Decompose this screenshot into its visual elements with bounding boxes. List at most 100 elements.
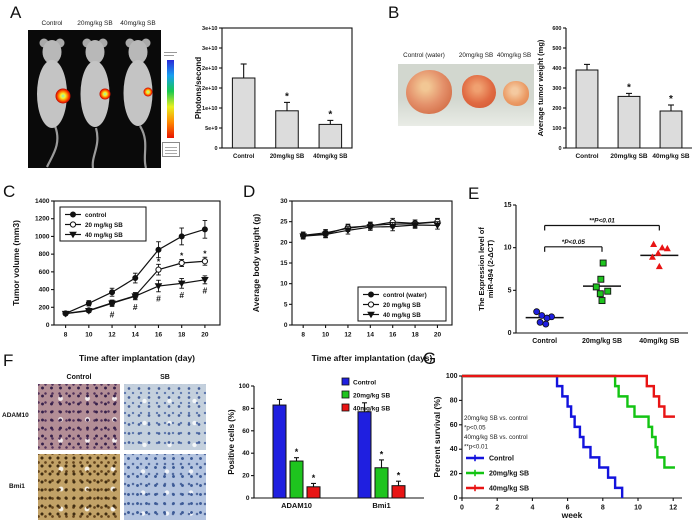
svg-text:60: 60 [450,422,458,429]
svg-text:40mg/kg SB: 40mg/kg SB [313,154,348,160]
ihc-column-header: Control [66,374,92,381]
tumor-volume-line-chart: 0 200 400 600 800 1000 1200 1400 8 10 12 14 16 18 20 Ti… [10,193,238,370]
svg-text:40mg/kg SB: 40mg/kg SB [652,153,690,160]
svg-text:100: 100 [239,383,250,390]
svg-text:Control: Control [233,154,255,160]
svg-text:2: 2 [495,505,499,512]
mouse-20mg [80,38,111,169]
svg-text:Bmi1: Bmi1 [372,501,390,510]
svg-text:600: 600 [39,269,50,276]
svg-text:200: 200 [39,304,50,311]
svg-text:60: 60 [242,428,250,435]
svg-text:8: 8 [301,332,305,339]
svg-text:500: 500 [552,46,561,52]
svg-text:0: 0 [46,322,50,329]
svg-text:#: # [133,302,138,312]
svg-text:40 mg/kg SB: 40 mg/kg SB [383,312,421,319]
svg-text:20mg/kg SB: 20mg/kg SB [582,338,622,345]
svg-text:The Expression level of: The Expression level of [477,227,486,311]
specimen-label: 20mg/kg SB [458,52,494,59]
svg-text:0: 0 [558,146,561,152]
colorbar-caption [164,52,177,53]
svg-text:40: 40 [450,446,458,453]
svg-text:20: 20 [280,239,288,246]
svg-text:20mg/kg SB: 20mg/kg SB [489,471,529,478]
svg-text:Control: Control [532,338,557,345]
svg-text:control (water): control (water) [383,292,427,299]
svg-text:1e+10: 1e+10 [202,106,217,112]
ihc-column-header: SB [160,374,170,381]
panel-label-g: G [423,349,437,368]
svg-text:8: 8 [601,505,605,512]
panel-label-c: C [3,182,16,201]
survival-step-chart: 0 20 40 60 80 100 0 2 4 6 8 10 12 week Percent surviva… [432,362,698,525]
mouse-group-label: Control [41,20,63,27]
svg-text:Control: Control [489,456,514,463]
svg-text:1200: 1200 [35,216,50,223]
ihc-adam10-sb [124,384,206,450]
svg-text:0: 0 [460,505,464,512]
svg-text:#: # [179,290,184,300]
svg-text:miR-494 (2-ΔCT): miR-494 (2-ΔCT) [486,239,495,298]
svg-text:20mg/kg SB vs. control: 20mg/kg SB vs. control [464,415,528,422]
luminescence-colorbar [167,60,174,138]
svg-text:Control: Control [575,153,598,160]
ihc-row-label: Bmi1 [9,483,25,490]
svg-text:1000: 1000 [35,233,50,240]
panel-label-d: D [243,182,256,201]
svg-text:20mg/kg SB: 20mg/kg SB [353,393,391,400]
svg-text:12: 12 [344,332,352,339]
svg-text:*: * [180,250,184,260]
svg-text:40mg/kg SB: 40mg/kg SB [489,486,529,493]
svg-text:*: * [669,94,673,105]
svg-text:10: 10 [280,281,288,288]
photons-bar-chart: 0 5e+9 1e+10 2e+10 2e+10 3e+10 3e+10 Control 20m… [194,20,358,179]
mouse-40mg [123,38,153,169]
tumor-20mg [462,75,496,108]
svg-text:5: 5 [284,301,288,308]
svg-text:#: # [203,285,208,295]
svg-text:3e+10: 3e+10 [202,26,217,32]
tumor-40mg [503,81,529,106]
svg-text:10: 10 [322,332,330,339]
svg-text:0: 0 [214,146,217,152]
svg-text:Average tumor weight (mg): Average tumor weight (mg) [536,39,545,136]
svg-text:Control: Control [353,380,376,387]
mouse-bioluminescence-image [28,30,161,169]
svg-text:16: 16 [155,332,163,339]
svg-text:5: 5 [508,287,512,294]
svg-text:20 mg/kg SB: 20 mg/kg SB [383,302,421,309]
svg-text:Tumor volume (mm3): Tumor volume (mm3) [11,220,21,306]
colorbar-caption [164,55,174,56]
svg-text:8: 8 [64,332,68,339]
svg-text:600: 600 [552,26,561,32]
panel-label-b: B [388,3,400,22]
svg-text:10: 10 [85,332,93,339]
svg-text:**P<0.01: **P<0.01 [589,217,615,224]
svg-text:10: 10 [504,245,512,252]
svg-text:*: * [397,471,401,481]
svg-text:Percent survival (%): Percent survival (%) [432,396,442,477]
svg-text:25: 25 [280,219,288,226]
svg-text:**p<0.01: **p<0.01 [464,444,488,451]
svg-text:30: 30 [280,198,288,205]
svg-text:*: * [312,473,316,483]
svg-text:40mg/kg SB vs. control: 40mg/kg SB vs. control [464,434,528,441]
svg-text:*: * [285,91,289,102]
svg-text:14: 14 [367,332,375,339]
svg-text:80: 80 [450,397,458,404]
svg-text:15: 15 [504,202,512,209]
svg-text:2e+10: 2e+10 [202,86,217,92]
colorbar-scale-box [162,142,180,157]
svg-text:400: 400 [552,66,561,72]
svg-text:Time after implantation (day): Time after implantation (day) [79,353,195,363]
svg-text:20: 20 [242,473,250,480]
svg-text:0: 0 [246,495,250,502]
svg-text:Photons/second: Photons/second [194,57,203,119]
svg-text:5e+9: 5e+9 [205,126,217,132]
svg-text:10: 10 [634,505,642,512]
svg-text:20: 20 [450,471,458,478]
svg-text:*: * [203,249,207,259]
svg-text:*: * [295,447,299,457]
